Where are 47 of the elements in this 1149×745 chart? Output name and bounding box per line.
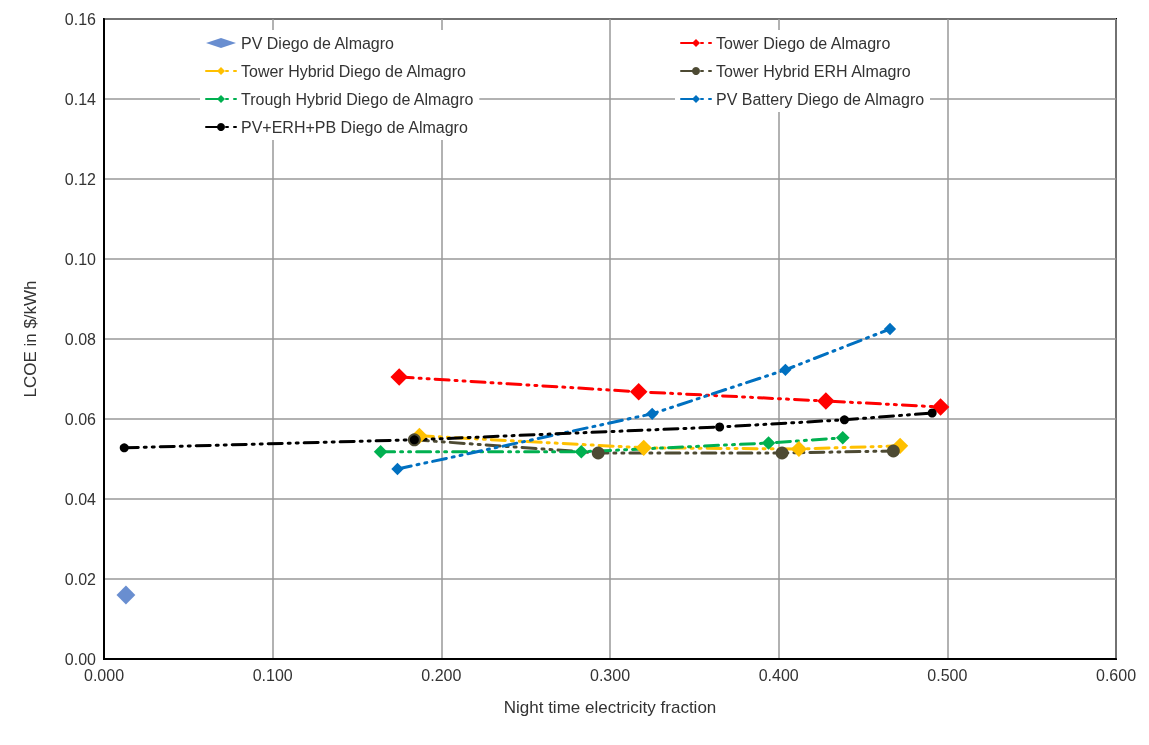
point	[817, 392, 835, 410]
point	[119, 443, 129, 453]
point	[790, 440, 808, 458]
point	[116, 585, 136, 605]
legend-label: PV+ERH+PB Diego de Almagro	[241, 118, 468, 136]
x-axis-title: Night time electricity fraction	[503, 698, 717, 717]
y-tick-label: 0.00	[64, 650, 97, 668]
point	[883, 322, 897, 336]
y-tick-label: 0.06	[64, 410, 97, 428]
point	[761, 436, 776, 450]
point	[591, 446, 605, 460]
x-tick-label: 0.400	[758, 666, 799, 684]
y-tick-label: 0.02	[64, 570, 97, 588]
point	[629, 383, 648, 401]
point	[391, 462, 404, 476]
y-axis-title: LCOE in $/kWh	[21, 280, 40, 398]
legend-label: PV Diego de Almagro	[241, 34, 395, 52]
y-tick-label: 0.12	[64, 170, 97, 188]
x-tick-label: 0.000	[83, 666, 125, 684]
point	[574, 445, 589, 459]
x-tick-label: 0.500	[927, 666, 968, 684]
y-tick-label: 0.16	[64, 10, 97, 28]
y-tick-label: 0.04	[64, 490, 97, 508]
y-tick-label: 0.10	[64, 250, 97, 268]
x-tick-label: 0.100	[252, 666, 293, 684]
y-tick-label: 0.08	[64, 330, 97, 348]
point	[646, 407, 659, 420]
y-tick-label: 0.14	[64, 90, 97, 108]
point	[390, 368, 408, 386]
legend-label: Trough Hybrid Diego de Almagro	[241, 90, 474, 108]
point	[635, 439, 652, 456]
x-tick-label: 0.300	[589, 666, 631, 684]
point	[779, 363, 792, 376]
legend-label: Tower Hybrid ERH Almagro	[716, 62, 911, 80]
point	[927, 408, 937, 418]
point	[715, 422, 725, 432]
point	[839, 415, 849, 425]
point	[886, 444, 900, 458]
legend-label: Tower Diego de Almagro	[716, 34, 891, 52]
point	[775, 446, 789, 460]
point	[931, 398, 950, 416]
point	[835, 431, 850, 445]
legend-label: Tower Hybrid Diego de Almagro	[241, 62, 467, 80]
x-tick-label: 0.600	[1095, 666, 1137, 684]
point	[373, 445, 388, 459]
legend-label: PV Battery Diego de Almagro	[716, 90, 925, 108]
x-tick-label: 0.200	[421, 666, 462, 684]
